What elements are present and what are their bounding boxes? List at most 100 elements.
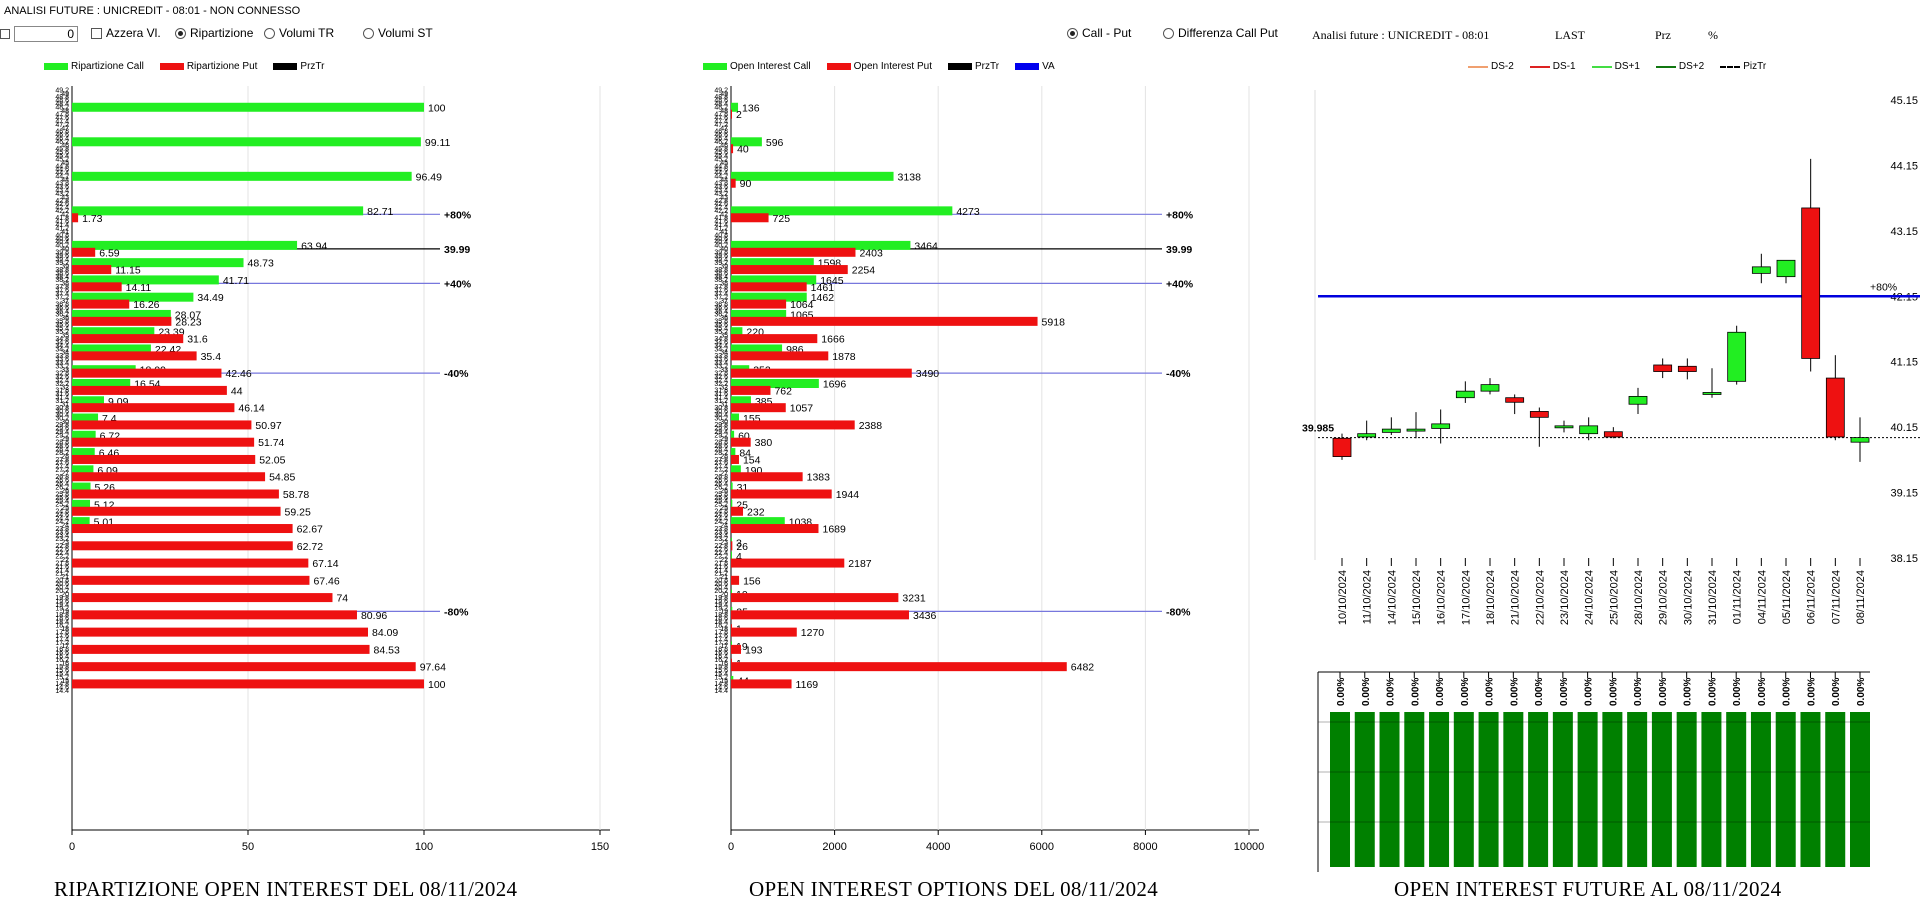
open-interest-strike-label: 15.8 <box>714 664 728 671</box>
open-interest-call-bar <box>731 327 743 337</box>
ripartizione-put-bar <box>72 213 79 223</box>
open-interest-strike-label: 24.8 <box>714 509 728 516</box>
candle-date-label: 05/11/2024 <box>1781 570 1793 624</box>
small-checkbox[interactable] <box>0 29 10 39</box>
legend-item-call: Ripartizione Call <box>44 61 144 72</box>
candle-date-label: 10/10/2024 <box>1337 570 1349 625</box>
ripartizione-strike-label: 17.4 <box>55 636 69 643</box>
window-title: ANALISI FUTURE : UNICREDIT - 08:01 - NON… <box>4 5 301 17</box>
open-interest-strike-label: 34.4 <box>714 343 728 350</box>
open-interest-strike-label: 24 <box>720 522 728 529</box>
ripartizione-strike-label: 33 <box>61 367 69 374</box>
future-oi-pct-label: 0.00% <box>1584 678 1595 706</box>
candle-y-tick-label: 43.15 <box>1890 226 1918 238</box>
ripartizione-strike-label: 27 <box>61 471 69 478</box>
future-oi-bar <box>1701 712 1722 867</box>
ripartizione-strike-label: 24.4 <box>55 515 69 522</box>
open-interest-put-bar <box>731 247 856 257</box>
open-interest-call-value-label: 3138 <box>898 171 922 183</box>
radio-ripartizione-dot[interactable] <box>175 27 186 39</box>
open-interest-strike-label: 21 <box>720 574 728 581</box>
open-interest-strike-label: 37.6 <box>714 288 728 295</box>
open-interest-strike-label: 17 <box>720 643 728 650</box>
ripartizione-call-bar <box>72 102 424 112</box>
open-interest-call-value-label: 4273 <box>956 206 980 218</box>
open-interest-call-value-label: 3464 <box>914 240 938 252</box>
ripartizione-put-value-label: 16.26 <box>133 299 159 311</box>
ripartizione-strike-label: 34.6 <box>55 339 69 346</box>
radio-volumi-st[interactable]: Volumi ST <box>363 26 433 40</box>
ripartizione-strike-label: 43.6 <box>55 184 69 191</box>
radio-call-put-dot[interactable] <box>1067 27 1078 39</box>
ripartizione-call-value-label: 100 <box>428 102 446 114</box>
ripartizione-put-value-label: 31.6 <box>187 334 208 346</box>
open-interest-strike-label: 46.6 <box>714 132 728 139</box>
open-interest-strike-label: 21.2 <box>714 571 728 578</box>
candle-down-body <box>1505 397 1525 403</box>
open-interest-strike-label: 29 <box>720 436 728 443</box>
ripartizione-put-bar <box>72 282 122 292</box>
open-interest-put-bar <box>731 644 741 654</box>
open-interest-strike-label: 34.6 <box>714 339 728 346</box>
ripartizione-put-value-label: 28.23 <box>175 316 201 328</box>
ripartizione-strike-label: 30.8 <box>55 405 69 412</box>
open-interest-strike-label: 39.6 <box>714 253 728 260</box>
legend-item-piztr: PizTr <box>1720 61 1766 72</box>
ripartizione-call-bar <box>72 275 219 285</box>
radio-volumi-tr[interactable]: Volumi TR <box>264 26 334 40</box>
ripartizione-strike-label: 29.4 <box>55 429 69 436</box>
open-interest-strike-label: 18.2 <box>714 623 728 630</box>
future-header-pct: % <box>1708 28 1718 42</box>
ripartizione-strike-label: 35.4 <box>55 326 69 333</box>
ripartizione-call-value-label: 96.49 <box>416 171 442 183</box>
ripartizione-strike-label: 35.2 <box>55 329 69 336</box>
ripartizione-strike-label: 46.2 <box>55 139 69 146</box>
ripartizione-strike-label: 22 <box>61 557 69 564</box>
azzera-checkbox[interactable]: Azzera Vl. <box>91 26 161 40</box>
ripartizione-strike-label: 37.2 <box>55 294 69 301</box>
candle-up-body <box>1357 433 1377 438</box>
radio-volumi-st-dot[interactable] <box>363 27 374 39</box>
ripartizione-strike-label: 43.8 <box>55 181 69 188</box>
ripartizione-put-value-label: 46.14 <box>238 403 264 415</box>
future-oi-pct-label: 0.00% <box>1782 678 1793 706</box>
open-interest-call-value-label: 1645 <box>820 275 844 287</box>
open-interest-strike-label: 23.2 <box>714 536 728 543</box>
open-interest-strike-label: 14.4 <box>714 688 728 695</box>
ripartizione-strike-label: 16.6 <box>55 650 69 657</box>
ripartizione-strike-label: 19.8 <box>55 595 69 602</box>
future-oi-bar <box>1602 712 1623 867</box>
future-oi-pct-label: 0.00% <box>1707 678 1718 706</box>
candle-prztr-label: 39.985 <box>1302 423 1334 435</box>
open-interest-put-bar <box>731 454 739 464</box>
future-oi-bar <box>1379 712 1400 867</box>
open-interest-strike-label: 19.8 <box>714 595 728 602</box>
radio-differenza[interactable]: Differenza Call Put <box>1163 26 1278 40</box>
radio-ripartizione[interactable]: Ripartizione <box>175 26 253 40</box>
open-interest-call-value-label: 25 <box>736 499 748 511</box>
open-interest-strike-label: 26.6 <box>714 477 728 484</box>
candle-date-label: 25/10/2024 <box>1608 570 1620 625</box>
azzera-checkbox-box[interactable] <box>91 27 102 39</box>
open-interest-put-value-label: 2187 <box>848 558 872 570</box>
number-input[interactable] <box>14 26 78 42</box>
candle-down-body <box>1603 431 1623 438</box>
open-interest-put-bar <box>731 213 769 223</box>
radio-differenza-dot[interactable] <box>1163 27 1174 39</box>
ripartizione-strike-label: 40.8 <box>55 232 69 239</box>
open-interest-put-bar <box>731 662 1067 672</box>
open-interest-strike-label: 25.8 <box>714 491 728 498</box>
ripartizione-strike-label: 30.4 <box>55 412 69 419</box>
future-header-prz: Prz <box>1655 28 1671 42</box>
open-interest-strike-label: 29.2 <box>714 433 728 440</box>
ripartizione-strike-label: 19.4 <box>55 602 69 609</box>
ripartizione-strike-label: 22.2 <box>55 553 69 560</box>
open-interest-strike-label: 43.8 <box>714 181 728 188</box>
ripartizione-strike-label: 30 <box>61 419 69 426</box>
open-interest-strike-label: 21.4 <box>714 567 728 574</box>
radio-call-put[interactable]: Call - Put <box>1067 26 1131 40</box>
radio-volumi-tr-dot[interactable] <box>264 27 275 39</box>
open-interest-strike-label: 28 <box>720 453 728 460</box>
ripartizione-put-bar <box>72 403 235 413</box>
open-interest-strike-label: 43.6 <box>714 184 728 191</box>
